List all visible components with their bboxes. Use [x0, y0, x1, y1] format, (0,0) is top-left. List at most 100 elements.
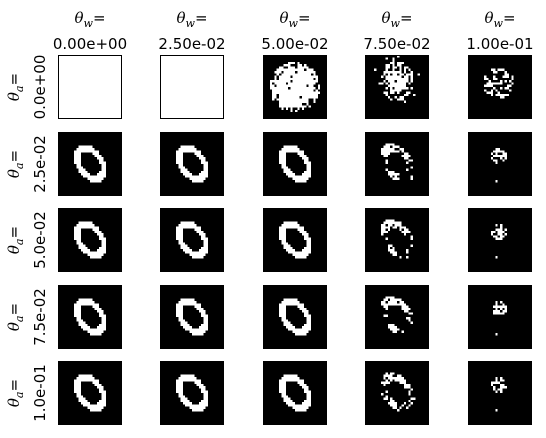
image-pixel — [103, 168, 106, 171]
image-pixel — [383, 374, 386, 377]
image-pixel — [484, 84, 487, 87]
image-pixel — [185, 249, 188, 252]
image-pixel — [408, 383, 411, 387]
image-pixel — [406, 317, 409, 320]
image-pixel — [276, 71, 279, 74]
image-pixel — [203, 397, 206, 400]
image-pixel — [394, 301, 397, 304]
image-cell — [160, 285, 224, 349]
image-pixel — [308, 173, 311, 176]
image-pixel — [295, 333, 298, 336]
image-pixel — [99, 161, 102, 164]
image-pixel — [394, 253, 397, 256]
image-pixel — [406, 77, 409, 81]
image-pixel — [381, 224, 384, 227]
image-pixel — [94, 256, 97, 259]
image-pixel — [295, 80, 298, 83]
image-pixel — [410, 244, 413, 247]
image-pixel — [397, 55, 400, 58]
image-pixel — [283, 393, 286, 396]
image-pixel — [297, 87, 300, 90]
image-pixel — [304, 251, 307, 254]
image-pixel — [283, 310, 286, 313]
image-pixel — [295, 330, 298, 333]
image-pixel — [283, 305, 286, 308]
image-pixel — [279, 381, 282, 384]
image-cell — [468, 55, 532, 119]
image-pixel — [201, 314, 204, 317]
image-pixel — [495, 307, 498, 311]
image-pixel — [176, 307, 179, 311]
image-pixel — [178, 383, 181, 387]
image-pixel — [176, 228, 179, 231]
image-pixel — [311, 84, 314, 87]
image-pixel — [297, 226, 300, 229]
image-pixel — [304, 84, 307, 87]
image-pixel — [299, 98, 302, 101]
image-pixel — [486, 91, 489, 94]
image-pixel — [279, 159, 282, 162]
image-pixel — [90, 148, 93, 151]
image-cell — [160, 132, 224, 196]
image-pixel — [500, 237, 503, 240]
image-pixel — [285, 326, 289, 329]
image-pixel — [285, 321, 289, 324]
image-pixel — [78, 154, 81, 158]
image-pixel — [497, 91, 500, 94]
image-pixel — [493, 305, 496, 308]
image-pixel — [96, 173, 100, 176]
image-pixel — [285, 64, 289, 67]
image-pixel — [288, 73, 291, 76]
image-pixel — [490, 91, 494, 94]
image-pixel — [290, 399, 293, 403]
image-pixel — [306, 328, 309, 331]
image-pixel — [299, 64, 302, 67]
image-pixel — [381, 226, 384, 229]
image-pixel — [297, 150, 300, 153]
image-pixel — [394, 87, 397, 90]
image-pixel — [301, 381, 305, 384]
image-pixel — [297, 377, 300, 380]
image-pixel — [83, 399, 86, 403]
image-pixel — [306, 404, 309, 407]
image-pixel — [101, 314, 104, 317]
image-pixel — [297, 381, 300, 384]
image-pixel — [90, 226, 93, 229]
image-pixel — [495, 159, 498, 162]
image-pixel — [203, 312, 206, 315]
image-pixel — [390, 75, 393, 78]
image-pixel — [397, 150, 400, 153]
image-pixel — [78, 305, 81, 308]
image-pixel — [96, 175, 100, 178]
image-pixel — [493, 87, 496, 90]
image-pixel — [292, 330, 295, 333]
image-pixel — [201, 159, 204, 162]
image-pixel — [290, 87, 293, 90]
image-pixel — [192, 175, 195, 178]
row-title: θa= 1.0e-01 — [4, 348, 49, 438]
image-pixel — [392, 251, 395, 254]
image-pixel — [74, 154, 77, 158]
image-pixel — [96, 381, 100, 384]
image-pixel — [387, 228, 391, 231]
image-pixel — [182, 170, 186, 174]
image-pixel — [189, 249, 192, 252]
image-pixel — [283, 377, 286, 380]
image-pixel — [304, 91, 307, 94]
image-pixel — [399, 68, 402, 71]
image-pixel — [189, 402, 192, 405]
image-pixel — [292, 301, 295, 304]
image-pixel — [301, 73, 305, 76]
image-pixel — [504, 80, 507, 83]
image-pixel — [297, 409, 300, 412]
image-pixel — [306, 164, 309, 167]
image-pixel — [308, 314, 311, 317]
image-pixel — [192, 226, 195, 229]
image-pixel — [87, 326, 90, 329]
image-pixel — [78, 388, 81, 391]
image-pixel — [290, 226, 293, 229]
image-pixel — [76, 154, 79, 158]
image-pixel — [308, 68, 311, 71]
image-pixel — [180, 386, 183, 389]
image-pixel — [399, 377, 402, 380]
